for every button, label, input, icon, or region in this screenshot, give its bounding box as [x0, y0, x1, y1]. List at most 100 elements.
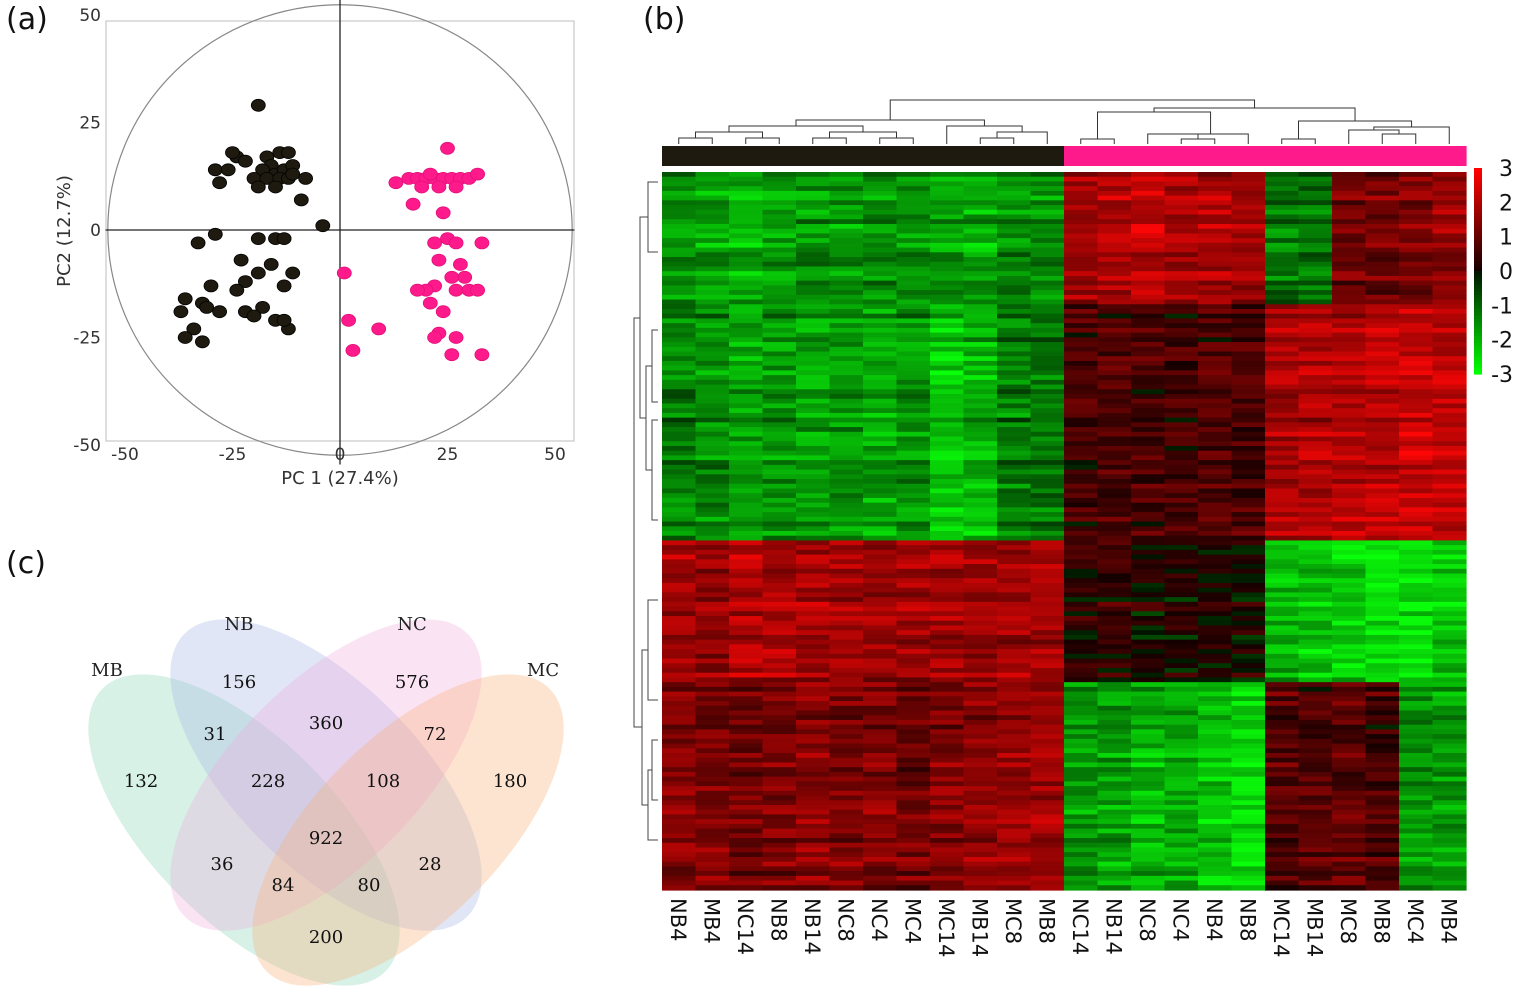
heatmap-cell — [963, 667, 998, 674]
heatmap-cell — [1064, 412, 1099, 419]
heatmap-cell — [1399, 346, 1434, 353]
heatmap-cell — [896, 634, 931, 641]
heatmap-cell — [662, 710, 697, 716]
heatmap-cell — [997, 469, 1032, 475]
heatmap-cell — [662, 431, 697, 438]
heatmap-cell — [1164, 275, 1199, 282]
heatmap-cell — [1131, 327, 1166, 334]
heatmap-cell — [829, 313, 864, 320]
heatmap-cell — [896, 228, 931, 234]
heatmap-cell — [1399, 866, 1434, 872]
dendrogram-link — [695, 131, 763, 138]
heatmap-cell — [863, 819, 898, 825]
heatmap-cell — [1064, 630, 1099, 636]
heatmap-cell — [997, 861, 1032, 867]
heatmap-cell — [1265, 512, 1300, 518]
heatmap-cell — [729, 819, 764, 825]
heatmap-cell — [796, 838, 831, 844]
heatmap-cell — [1265, 342, 1300, 348]
heatmap-cell — [662, 379, 697, 386]
colorbar-segment — [1474, 257, 1482, 262]
heatmap-cell — [762, 479, 797, 485]
heatmap-cell — [963, 696, 998, 702]
heatmap-cell — [1164, 233, 1199, 239]
heatmap-cell — [930, 190, 965, 197]
heatmap-cell — [729, 734, 764, 740]
heatmap-cell — [1332, 554, 1367, 560]
pca-point-group1 — [250, 180, 266, 194]
heatmap-cell — [1231, 597, 1266, 603]
dendrogram-link — [651, 419, 658, 521]
heatmap-cell — [1265, 252, 1300, 258]
heatmap-cell — [729, 606, 764, 612]
heatmap-cell — [1298, 686, 1333, 693]
heatmap-cell — [729, 195, 764, 201]
heatmap-cell — [1131, 176, 1166, 183]
heatmap-cell — [1030, 318, 1065, 324]
heatmap-cell — [1231, 715, 1266, 721]
heatmap-cell — [829, 549, 864, 556]
heatmap-cell — [1365, 691, 1400, 697]
heatmap-cell — [1198, 828, 1233, 834]
heatmap-cell — [829, 332, 864, 338]
heatmap-cell — [930, 238, 965, 244]
heatmap-cell — [762, 242, 797, 249]
pca-point-group2 — [435, 305, 451, 319]
heatmap-cell — [1265, 696, 1300, 702]
heatmap-cell — [1198, 559, 1233, 565]
heatmap-cell — [1097, 247, 1132, 253]
heatmap-cell — [1298, 738, 1333, 745]
heatmap-cell — [1030, 342, 1065, 348]
heatmap-cell — [1231, 299, 1266, 305]
heatmap-cell — [1097, 304, 1132, 310]
heatmap-cell — [1097, 663, 1132, 669]
heatmap-cell — [863, 738, 898, 745]
heatmap-cell — [1131, 592, 1166, 598]
heatmap-cell — [662, 625, 697, 631]
heatmap-cell — [863, 464, 898, 471]
heatmap-cell — [1365, 275, 1400, 282]
heatmap-cell — [1265, 833, 1300, 839]
heatmap-cell — [863, 847, 898, 853]
heatmap-cell — [1198, 644, 1233, 650]
heatmap-cell — [963, 431, 998, 438]
heatmap-column-label: MB4 — [699, 898, 723, 944]
heatmap-cell — [695, 247, 730, 253]
heatmap-cell — [863, 658, 898, 664]
heatmap-cell — [896, 375, 931, 381]
heatmap-cell — [1432, 639, 1467, 645]
heatmap-cell — [695, 861, 730, 867]
heatmap-cell — [1164, 294, 1199, 301]
heatmap-cell — [1399, 441, 1434, 447]
heatmap-cell — [1332, 280, 1367, 286]
heatmap-cell — [829, 804, 864, 811]
heatmap-cell — [930, 228, 965, 234]
heatmap-cell — [963, 521, 998, 527]
heatmap-cell — [1131, 280, 1166, 286]
heatmap-cell — [1131, 880, 1166, 886]
heatmap-cell — [662, 828, 697, 834]
heatmap-cell — [863, 512, 898, 518]
heatmap-cell — [963, 474, 998, 480]
heatmap-cell — [1030, 885, 1065, 891]
heatmap-cell — [1198, 762, 1233, 768]
heatmap-background — [662, 172, 1466, 890]
heatmap-cell — [796, 786, 831, 792]
heatmap-cell — [762, 252, 797, 258]
heatmap-cell — [963, 493, 998, 499]
heatmap-cell — [1097, 483, 1132, 490]
heatmap-cell — [1399, 606, 1434, 612]
heatmap-cell — [1432, 247, 1467, 253]
heatmap-cell — [1231, 394, 1266, 400]
heatmap-cell — [1365, 342, 1400, 348]
heatmap-cell — [896, 734, 931, 740]
heatmap-cell — [1064, 771, 1099, 778]
heatmap-cell — [1399, 266, 1434, 272]
heatmap-column-label: NB8 — [1235, 898, 1259, 941]
heatmap-cell — [662, 781, 697, 787]
heatmap-cell — [1030, 261, 1065, 268]
heatmap-cell — [829, 611, 864, 617]
heatmap-cell — [762, 285, 797, 291]
heatmap-cell — [1198, 455, 1233, 461]
